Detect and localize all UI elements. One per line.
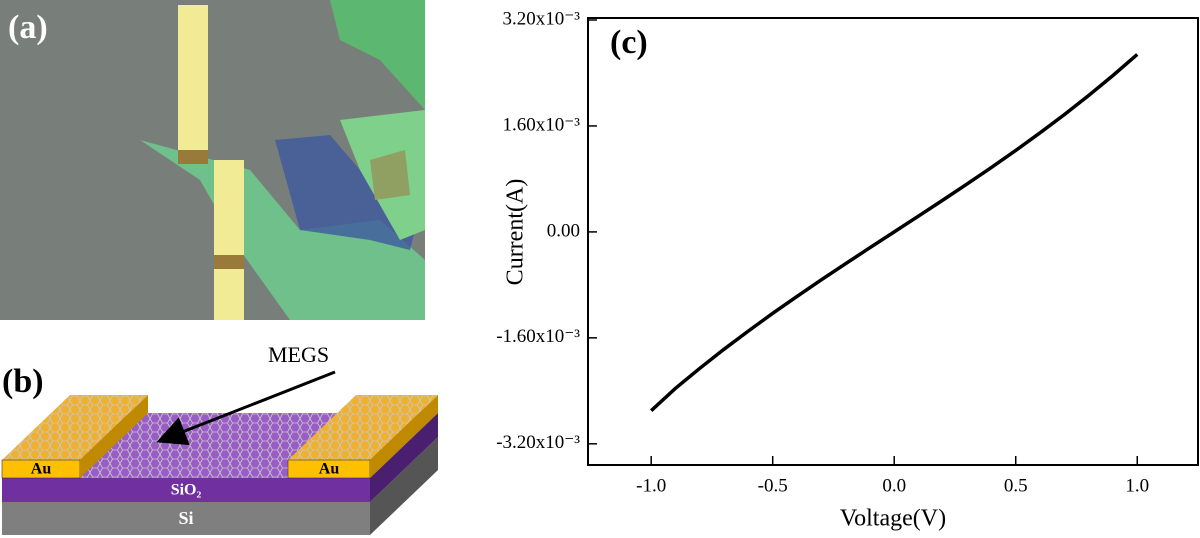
y-tick-label: -1.60x10⁻³	[496, 326, 580, 347]
panel-label: (c)	[610, 24, 648, 61]
y-tick-label: 1.60x10⁻³	[503, 114, 581, 135]
callout: MEGS	[268, 342, 329, 367]
layer-label: Au	[31, 461, 52, 478]
iv-curve	[650, 53, 1139, 412]
x-tick-label: -1.0	[636, 475, 666, 496]
x-tick-label: 0.5	[1004, 475, 1028, 496]
panel-label: (a)	[8, 9, 48, 46]
layer-label: SiO₂	[171, 482, 202, 499]
x-tick-label: -0.5	[758, 475, 788, 496]
y-tick-label: 3.20x10⁻³	[503, 8, 581, 29]
micrograph	[0, 0, 425, 320]
y-axis-label: Current(A)	[503, 179, 529, 286]
panel-label: (b)	[2, 363, 44, 400]
device-schematic	[1, 370, 438, 535]
x-tick-label: 1.0	[1125, 475, 1149, 496]
layer-label: Au	[319, 461, 340, 478]
x-axis-label: Voltage(V)	[840, 506, 946, 532]
plot-frame	[587, 17, 1199, 466]
y-tick-label: -3.20x10⁻³	[496, 432, 580, 453]
x-tick-label: 0.0	[882, 475, 906, 496]
layer-label: Si	[178, 508, 193, 528]
y-tick-label: 0.00	[547, 220, 580, 241]
